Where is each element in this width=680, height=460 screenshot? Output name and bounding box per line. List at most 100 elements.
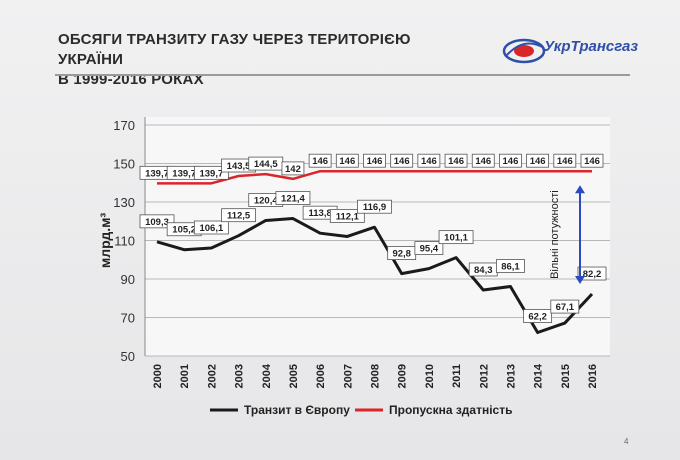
x-tick-label: 2005 bbox=[288, 364, 300, 388]
data-label-text: 95,4 bbox=[420, 244, 439, 255]
data-label: 144,5 bbox=[248, 156, 284, 171]
data-label-text: 92,8 bbox=[392, 249, 411, 260]
title-line-1: ОБСЯГИ ТРАНЗИТУ ГАЗУ ЧЕРЕЗ ТЕРИТОРІЄЮ УК… bbox=[58, 31, 411, 68]
data-label: 82,2 bbox=[577, 266, 607, 281]
data-label-box bbox=[329, 209, 365, 223]
slide-title: ОБСЯГИ ТРАНЗИТУ ГАЗУ ЧЕРЕЗ ТЕРИТОРІЄЮ УК… bbox=[58, 30, 478, 90]
y-tick-label: 170 bbox=[113, 118, 135, 133]
legend-label: Пропускна здатність bbox=[389, 403, 513, 417]
data-label: 84,3 bbox=[468, 262, 498, 277]
annotation-label: Вільні потужності bbox=[549, 190, 561, 279]
data-label: 121,4 bbox=[275, 191, 311, 205]
data-label-text: 84,3 bbox=[474, 265, 493, 276]
data-label-text: 106,1 bbox=[199, 223, 223, 234]
y-tick-label: 110 bbox=[114, 234, 135, 249]
data-label: 146 bbox=[471, 153, 495, 168]
data-label-text: 101,1 bbox=[444, 233, 468, 244]
data-label: 146 bbox=[580, 153, 604, 168]
data-label-text: 139,7 bbox=[199, 168, 223, 179]
x-tick-label: 2004 bbox=[261, 363, 273, 388]
data-label-text: 144,5 bbox=[254, 159, 278, 170]
data-label-text: 143,5 bbox=[227, 161, 251, 172]
data-label: 146 bbox=[417, 153, 441, 168]
data-label-box bbox=[221, 208, 256, 223]
data-label-text: 146 bbox=[503, 156, 519, 167]
data-label-box bbox=[577, 266, 607, 281]
x-tick-label: 2010 bbox=[424, 364, 436, 388]
data-label: 143,5 bbox=[221, 158, 256, 173]
data-label-text: 116,9 bbox=[363, 202, 386, 213]
x-tick-label: 2008 bbox=[370, 364, 382, 388]
data-label-text: 120,4 bbox=[254, 195, 278, 206]
data-label-text: 146 bbox=[339, 156, 355, 167]
data-label: 101,1 bbox=[438, 230, 474, 245]
page-number: 4 bbox=[624, 437, 629, 446]
data-label-box bbox=[335, 153, 359, 168]
data-label-box bbox=[438, 230, 474, 245]
data-label-box bbox=[417, 153, 441, 168]
data-label-box bbox=[580, 153, 604, 168]
data-label-text: 139,7 bbox=[172, 168, 196, 179]
data-label-text: 146 bbox=[421, 156, 437, 167]
data-label-text: 62,2 bbox=[528, 312, 547, 323]
data-label-text: 146 bbox=[557, 156, 573, 167]
data-label: 146 bbox=[526, 153, 550, 168]
data-label-box bbox=[357, 199, 392, 214]
data-label-box bbox=[414, 241, 444, 256]
data-label-text: 146 bbox=[312, 156, 328, 167]
data-label-text: 112,1 bbox=[336, 211, 360, 222]
data-label-box bbox=[281, 161, 305, 176]
data-label: 116,9 bbox=[357, 199, 392, 214]
x-tick-label: 2006 bbox=[315, 364, 327, 388]
data-label: 139,7 bbox=[139, 165, 175, 180]
x-tick-label: 2013 bbox=[505, 364, 517, 388]
data-label: 109,3 bbox=[139, 214, 175, 229]
data-label-text: 67,1 bbox=[556, 302, 575, 313]
data-label-text: 86,1 bbox=[501, 262, 520, 273]
x-tick-label: 2003 bbox=[234, 364, 246, 388]
data-label: 106,1 bbox=[193, 220, 229, 235]
x-tick-label: 2016 bbox=[587, 364, 599, 388]
data-label-box bbox=[275, 191, 311, 205]
data-label-box bbox=[139, 214, 175, 229]
data-label: 86,1 bbox=[496, 259, 525, 273]
data-label: 112,5 bbox=[221, 208, 256, 223]
data-label: 112,1 bbox=[329, 209, 365, 223]
data-label-box bbox=[390, 153, 414, 168]
x-tick-label: 2009 bbox=[397, 364, 409, 388]
legend-label: Транзит в Європу bbox=[244, 403, 350, 417]
x-tick-label: 2000 bbox=[152, 364, 164, 388]
data-label: 142 bbox=[281, 161, 305, 176]
data-label: 67,1 bbox=[550, 299, 580, 314]
data-label-box bbox=[308, 153, 332, 168]
data-label-box bbox=[193, 220, 229, 235]
x-tick-label: 2015 bbox=[560, 364, 572, 388]
company-logo-icon bbox=[502, 38, 546, 64]
data-label-text: 113,8 bbox=[309, 208, 332, 219]
data-label-box bbox=[499, 153, 522, 168]
x-tick-label: 2012 bbox=[478, 364, 490, 388]
x-tick-label: 2001 bbox=[179, 364, 191, 388]
data-label: 146 bbox=[335, 153, 359, 168]
data-label-text: 146 bbox=[367, 156, 383, 167]
data-label-box bbox=[526, 153, 550, 168]
data-label-box bbox=[550, 299, 580, 314]
data-label-box bbox=[363, 153, 386, 168]
arrow-head-top bbox=[575, 185, 585, 194]
y-tick-label: 150 bbox=[113, 157, 135, 172]
data-label-box bbox=[193, 165, 229, 180]
data-label-text: 139,7 bbox=[145, 168, 169, 179]
y-tick-label: 130 bbox=[113, 195, 135, 210]
data-label: 146 bbox=[499, 153, 522, 168]
data-label-text: 146 bbox=[530, 156, 546, 167]
data-label-box bbox=[496, 259, 525, 273]
y-tick-label: 70 bbox=[121, 311, 135, 326]
x-tick-label: 2007 bbox=[342, 364, 354, 388]
data-label-text: 112,5 bbox=[227, 211, 251, 222]
data-label-text: 82,2 bbox=[583, 269, 602, 280]
x-tick-label: 2002 bbox=[206, 364, 218, 388]
company-logo-text: УкрТрансгаз bbox=[544, 38, 639, 55]
data-label: 139,7 bbox=[193, 165, 229, 180]
x-tick-label: 2011 bbox=[451, 364, 463, 388]
